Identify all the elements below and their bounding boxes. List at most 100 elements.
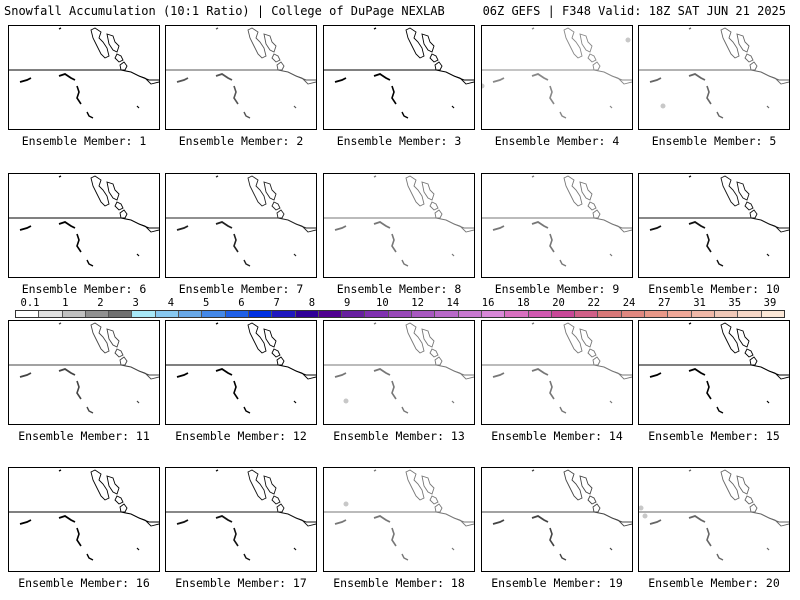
colorbar-tick-label: 16: [481, 297, 495, 309]
colorbar-segment: [505, 311, 529, 317]
map-svg: [324, 469, 474, 561]
map-svg: [9, 322, 159, 414]
panel-label: Ensemble Member: 10: [648, 282, 780, 296]
map-panel-member-19: [481, 467, 633, 572]
panel-label: Ensemble Member: 17: [175, 576, 307, 590]
snowfall-colorbar: [15, 310, 785, 318]
colorbar-segment: [412, 311, 436, 317]
panel-label: Ensemble Member: 6: [21, 282, 147, 296]
map-svg: [482, 175, 632, 267]
panel-label: Ensemble Member: 15: [648, 429, 780, 443]
panel-label: Ensemble Member: 4: [494, 134, 620, 148]
map-svg: [639, 27, 789, 119]
colorbar-segment: [39, 311, 63, 317]
map-svg: [324, 175, 474, 267]
panel-label: Ensemble Member: 20: [648, 576, 780, 590]
colorbar-segment: [435, 311, 459, 317]
colorbar-segment: [342, 311, 366, 317]
panel-label: Ensemble Member: 2: [178, 134, 304, 148]
colorbar-tick-label: 10: [376, 297, 389, 309]
colorbar-segment: [132, 311, 156, 317]
map-svg: [9, 469, 159, 561]
colorbar-segment: [248, 311, 273, 317]
map-panel-member-16: [8, 467, 160, 572]
map-panel-member-15: [638, 320, 790, 425]
chart-title: Snowfall Accumulation (10:1 Ratio) | Col…: [4, 4, 445, 18]
colorbar-segment: [761, 311, 784, 317]
panel-label: Ensemble Member: 16: [18, 576, 150, 590]
panel-label: Ensemble Member: 19: [491, 576, 623, 590]
map-svg: [9, 175, 159, 267]
map-panel-member-4: [481, 25, 633, 130]
map-panel-member-9: [481, 173, 633, 278]
map-panel-member-10: [638, 173, 790, 278]
colorbar-segment: [155, 311, 180, 317]
colorbar-segment: [85, 311, 110, 317]
colorbar-tick-label: 2: [97, 297, 104, 309]
panel-label: Ensemble Member: 13: [333, 429, 465, 443]
colorbar-segment: [202, 311, 226, 317]
panel-label: Ensemble Member: 9: [494, 282, 620, 296]
map-panel-member-18: [323, 467, 475, 572]
colorbar-tick-label: 14: [446, 297, 460, 309]
colorbar-segment: [109, 311, 133, 317]
colorbar-segment: [365, 311, 389, 317]
colorbar-tick-label: 22: [587, 297, 601, 309]
map-panel-member-14: [481, 320, 633, 425]
colorbar-tick-label: 35: [728, 297, 742, 309]
colorbar-tick-label: 8: [308, 297, 316, 309]
colorbar-segment: [388, 311, 413, 317]
panel-label: Ensemble Member: 8: [336, 282, 462, 296]
panel-label: Ensemble Member: 12: [175, 429, 307, 443]
map-svg: [324, 27, 474, 119]
map-svg: [482, 469, 632, 561]
map-svg: [166, 322, 316, 414]
panel-label: Ensemble Member: 18: [333, 576, 465, 590]
colorbar-tick-label: 24: [622, 297, 636, 309]
colorbar-segment: [62, 311, 86, 317]
colorbar-tick-label: 39: [763, 297, 777, 309]
map-panel-member-11: [8, 320, 160, 425]
colorbar-tick-label: 3: [132, 297, 139, 309]
map-panel-member-1: [8, 25, 160, 130]
colorbar-tick-label: 6: [238, 297, 245, 309]
colorbar-segment: [272, 311, 296, 317]
colorbar-segment: [16, 311, 40, 317]
colorbar-tick-label: 1: [62, 297, 69, 309]
map-panel-member-3: [323, 25, 475, 130]
colorbar-tick-label: 7: [273, 297, 280, 309]
map-svg: [324, 322, 474, 414]
valid-time-title: 06Z GEFS | F348 Valid: 18Z SAT JUN 21 20…: [482, 4, 786, 18]
colorbar-segment: [551, 311, 576, 317]
colorbar-segment: [458, 311, 482, 317]
colorbar-segment: [295, 311, 319, 317]
colorbar-segment: [179, 311, 203, 317]
colorbar-tick-label: 9: [343, 297, 351, 309]
colorbar-segment: [738, 311, 762, 317]
colorbar-tick-label: 31: [693, 297, 706, 309]
colorbar-tick-label: 12: [411, 297, 424, 309]
colorbar-tick-label: 20: [552, 297, 565, 309]
map-svg: [9, 27, 159, 119]
colorbar-segment: [575, 311, 599, 317]
colorbar-tick-label: 4: [167, 297, 175, 309]
colorbar-segment: [528, 311, 552, 317]
map-svg: [166, 27, 316, 119]
colorbar-segment: [318, 311, 343, 317]
map-panel-member-12: [165, 320, 317, 425]
map-svg: [166, 469, 316, 561]
panel-label: Ensemble Member: 11: [18, 429, 150, 443]
map-panel-member-8: [323, 173, 475, 278]
map-svg: [166, 175, 316, 267]
colorbar-tick-label: 27: [657, 297, 671, 309]
map-svg: [482, 27, 632, 119]
colorbar-segment: [691, 311, 715, 317]
colorbar-segment: [645, 311, 669, 317]
colorbar-segment: [225, 311, 249, 317]
panel-label: Ensemble Member: 5: [651, 134, 777, 148]
panel-label: Ensemble Member: 3: [336, 134, 462, 148]
map-svg: [639, 175, 789, 267]
colorbar-segment: [714, 311, 739, 317]
map-panel-member-20: [638, 467, 790, 572]
colorbar-segment: [481, 311, 506, 317]
